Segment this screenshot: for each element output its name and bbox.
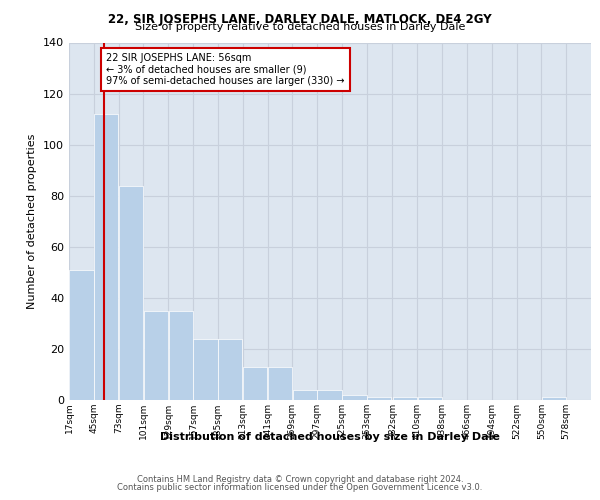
- Bar: [367, 398, 391, 400]
- Bar: [293, 390, 317, 400]
- Bar: [143, 310, 168, 400]
- Bar: [169, 310, 193, 400]
- Text: Contains HM Land Registry data © Crown copyright and database right 2024.: Contains HM Land Registry data © Crown c…: [137, 475, 463, 484]
- Bar: [317, 390, 342, 400]
- Bar: [94, 114, 118, 400]
- Text: 22 SIR JOSEPHS LANE: 56sqm
← 3% of detached houses are smaller (9)
97% of semi-d: 22 SIR JOSEPHS LANE: 56sqm ← 3% of detac…: [106, 52, 345, 86]
- Bar: [218, 338, 242, 400]
- Bar: [243, 367, 267, 400]
- Bar: [393, 398, 417, 400]
- Text: 22, SIR JOSEPHS LANE, DARLEY DALE, MATLOCK, DE4 2GY: 22, SIR JOSEPHS LANE, DARLEY DALE, MATLO…: [108, 12, 492, 26]
- Bar: [418, 398, 442, 400]
- Text: Distribution of detached houses by size in Darley Dale: Distribution of detached houses by size …: [160, 432, 500, 442]
- Bar: [193, 338, 218, 400]
- Bar: [542, 398, 566, 400]
- Bar: [342, 395, 367, 400]
- Bar: [69, 270, 94, 400]
- Text: Contains public sector information licensed under the Open Government Licence v3: Contains public sector information licen…: [118, 483, 482, 492]
- Bar: [268, 367, 292, 400]
- Y-axis label: Number of detached properties: Number of detached properties: [28, 134, 37, 309]
- Text: Size of property relative to detached houses in Darley Dale: Size of property relative to detached ho…: [135, 22, 465, 32]
- Bar: [119, 186, 143, 400]
